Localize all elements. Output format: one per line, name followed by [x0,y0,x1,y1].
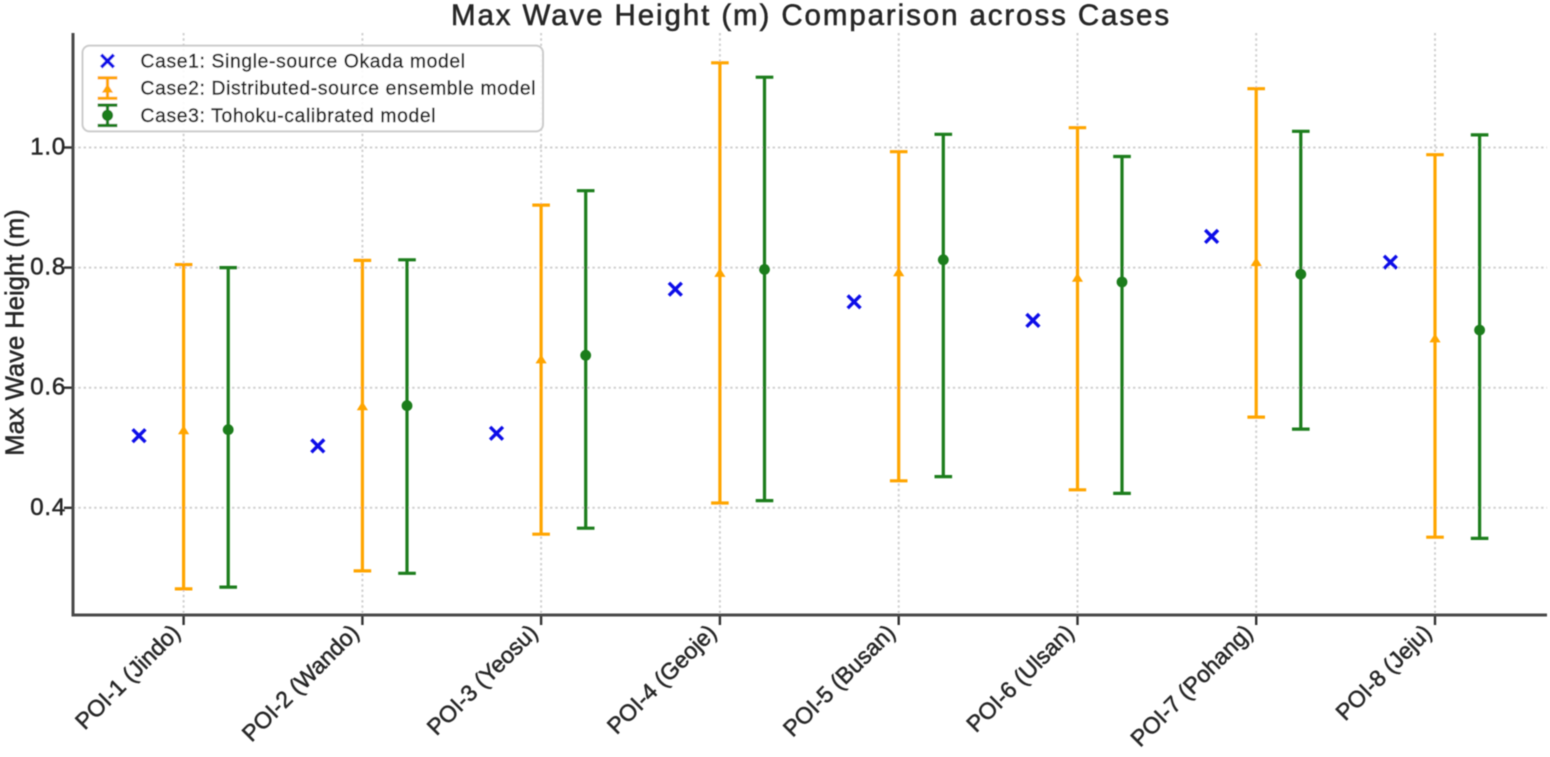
svg-text:Max Wave Height (m) Comparison: Max Wave Height (m) Comparison across Ca… [451,0,1171,32]
svg-text:0.8: 0.8 [30,254,66,281]
svg-text:Case2: Distributed-source ense: Case2: Distributed-source ensemble model [141,79,537,100]
svg-text:1.0: 1.0 [30,134,66,161]
svg-text:0.4: 0.4 [30,494,66,521]
svg-text:0.6: 0.6 [30,374,66,401]
svg-text:Max Wave Height (m): Max Wave Height (m) [2,209,30,456]
svg-text:Case1: Single-source Okada mod: Case1: Single-source Okada model [141,52,466,73]
svg-text:Case3: Tohoku-calibrated model: Case3: Tohoku-calibrated model [141,106,437,127]
